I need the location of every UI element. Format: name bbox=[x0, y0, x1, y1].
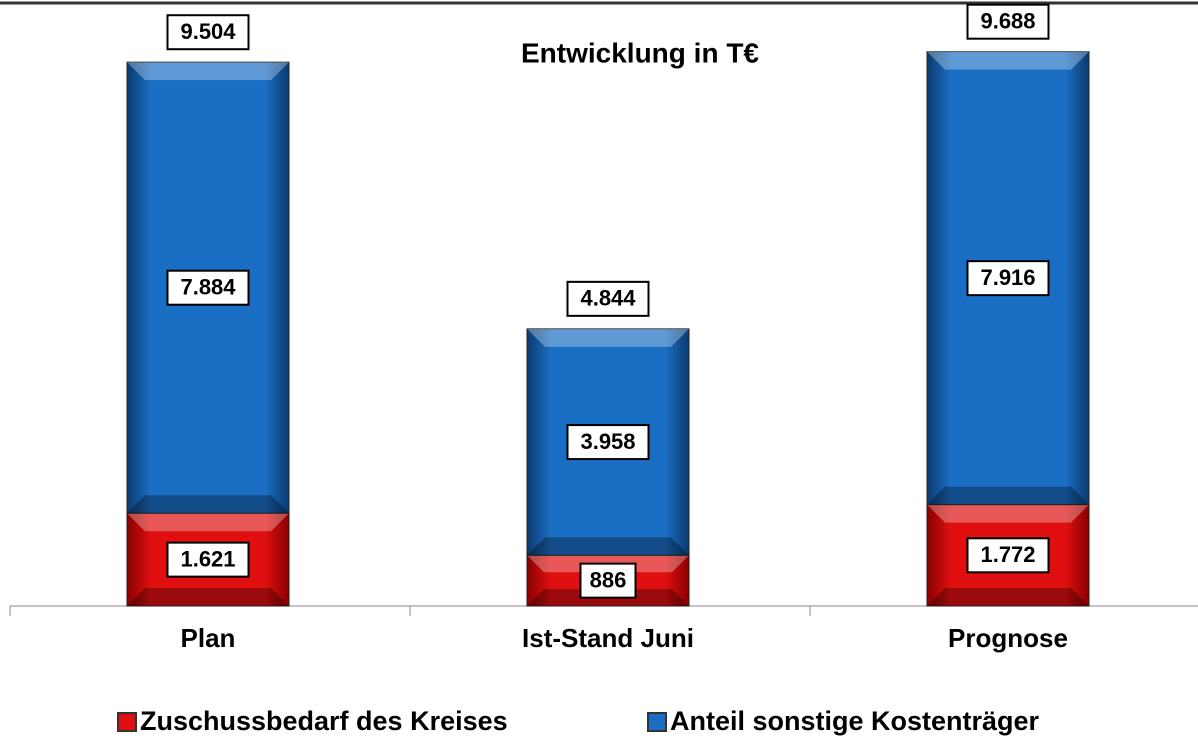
bevel-top bbox=[127, 513, 289, 532]
bevel-bottom bbox=[527, 537, 689, 556]
legend-swatch bbox=[647, 712, 667, 732]
value-label-box bbox=[566, 280, 650, 317]
legend-swatch bbox=[117, 712, 137, 732]
legend-label: Zuschussbedarf des Kreises bbox=[140, 706, 508, 736]
value-label-box bbox=[966, 3, 1050, 40]
x-tick-label: Ist-Stand Juni bbox=[522, 623, 694, 653]
value-label: 1.772 bbox=[980, 542, 1035, 567]
x-tick-label: Prognose bbox=[948, 623, 1068, 653]
value-label: 4.844 bbox=[580, 286, 636, 311]
bevel-bottom bbox=[127, 495, 289, 514]
value-label: 7.884 bbox=[180, 275, 236, 300]
x-tick-label: Plan bbox=[181, 623, 236, 653]
bevel-bottom bbox=[927, 486, 1089, 505]
value-label: 9.688 bbox=[980, 8, 1035, 33]
value-label-box bbox=[966, 260, 1050, 297]
value-label-box bbox=[966, 537, 1050, 574]
bevel-top bbox=[127, 62, 289, 81]
bevel-top bbox=[927, 51, 1089, 70]
value-label-box bbox=[579, 562, 637, 599]
chart-title: Entwicklung in T€ bbox=[521, 37, 759, 68]
value-label: 1.621 bbox=[180, 546, 235, 571]
value-label: 886 bbox=[590, 567, 627, 592]
legend-label: Anteil sonstige Kostenträger bbox=[670, 706, 1040, 736]
bevel-top bbox=[927, 504, 1089, 523]
value-label-box bbox=[566, 424, 650, 461]
value-label: 9.504 bbox=[180, 19, 236, 44]
bevel-bottom bbox=[927, 588, 1089, 606]
bevel-top bbox=[527, 328, 689, 347]
value-label-box bbox=[166, 269, 250, 306]
value-label: 3.958 bbox=[580, 429, 635, 454]
bevel-bottom bbox=[127, 588, 289, 606]
value-label-box bbox=[166, 541, 250, 578]
value-label-box bbox=[166, 14, 250, 51]
value-label: 7.916 bbox=[980, 265, 1035, 290]
